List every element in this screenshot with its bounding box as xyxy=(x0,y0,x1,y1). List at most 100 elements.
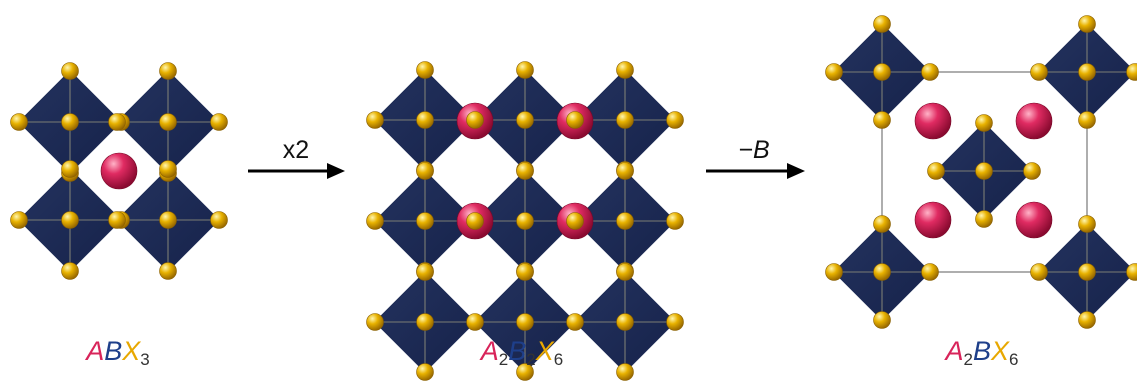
x-anion-atom xyxy=(975,114,993,132)
x-anion-atom xyxy=(616,313,634,331)
formula-x: X xyxy=(122,336,141,366)
x-anion-atom xyxy=(1030,263,1048,281)
formula-x: X xyxy=(535,336,554,366)
formula-a: A xyxy=(480,336,499,366)
x-anion-atom xyxy=(616,363,634,381)
x-anion-atom xyxy=(1126,63,1137,81)
x-anion-atom xyxy=(566,111,584,129)
x-anion-atom xyxy=(873,15,891,33)
a-cation-atom xyxy=(100,152,138,190)
x-anion-atom xyxy=(873,111,891,129)
x-anion-atom xyxy=(873,63,891,81)
x-anion-atom xyxy=(666,111,684,129)
x-anion-atom xyxy=(61,160,79,178)
x-anion-atom xyxy=(616,61,634,79)
x-anion-atom xyxy=(825,63,843,81)
formula-b-sub: 2 xyxy=(526,350,536,369)
x-anion-atom xyxy=(159,113,177,131)
x-anion-atom xyxy=(416,363,434,381)
x-anion-atom xyxy=(466,313,484,331)
x-anion-atom xyxy=(516,363,534,381)
x-anion-atom xyxy=(566,313,584,331)
a-cation-atom xyxy=(1015,201,1053,239)
formula-a-sub: 2 xyxy=(963,350,973,369)
x-anion-atom xyxy=(210,211,228,229)
x-anion-atom xyxy=(921,263,939,281)
x-anion-atom xyxy=(10,113,28,131)
x-anion-atom xyxy=(516,212,534,230)
x-anion-atom xyxy=(1078,111,1096,129)
x-anion-atom xyxy=(873,263,891,281)
x-anion-atom xyxy=(1078,215,1096,233)
x-anion-atom xyxy=(616,263,634,281)
x-anion-atom xyxy=(416,313,434,331)
x-anion-atom xyxy=(616,212,634,230)
x-anion-layer xyxy=(10,15,1137,381)
x-anion-atom xyxy=(825,263,843,281)
a-cation-atom xyxy=(914,201,952,239)
x-anion-atom xyxy=(1078,63,1096,81)
formula-b: B xyxy=(104,336,123,366)
formula-x: X xyxy=(991,336,1010,366)
formula-a: A xyxy=(86,336,105,366)
x-anion-atom xyxy=(159,160,177,178)
x-anion-atom xyxy=(416,162,434,180)
x-anion-atom xyxy=(921,63,939,81)
x-anion-atom xyxy=(108,113,126,131)
x-anion-atom xyxy=(366,111,384,129)
x-anion-atom xyxy=(61,113,79,131)
formula-a: A xyxy=(945,336,964,366)
formula-x-sub: 6 xyxy=(1009,350,1019,369)
x-anion-atom xyxy=(416,111,434,129)
x-anion-atom xyxy=(210,113,228,131)
x-anion-atom xyxy=(516,263,534,281)
formula-b: B xyxy=(508,336,527,366)
x-anion-atom xyxy=(975,162,993,180)
x-anion-atom xyxy=(61,211,79,229)
x-anion-atom xyxy=(516,313,534,331)
x-anion-atom xyxy=(516,61,534,79)
unit-cell-outline xyxy=(881,71,1088,273)
x-anion-atom xyxy=(616,162,634,180)
x-anion-atom xyxy=(566,212,584,230)
x-anion-atom xyxy=(927,162,945,180)
a-cation-atom xyxy=(914,102,952,140)
x-anion-atom xyxy=(516,162,534,180)
formula-a-sub: 2 xyxy=(498,350,509,369)
x-anion-atom xyxy=(466,212,484,230)
formula-b: B xyxy=(972,336,992,366)
x-anion-atom xyxy=(873,215,891,233)
arrow-label-minus-b: −B xyxy=(738,136,770,164)
x-anion-atom xyxy=(975,210,993,228)
x-anion-atom xyxy=(1078,15,1096,33)
x-anion-atom xyxy=(666,212,684,230)
x-anion-atom xyxy=(416,61,434,79)
x-anion-atom xyxy=(1078,311,1096,329)
x-anion-atom xyxy=(516,111,534,129)
a-cation-atom xyxy=(1015,102,1053,140)
x-anion-atom xyxy=(1126,263,1137,281)
a-cation-layer xyxy=(100,102,1053,240)
x-anion-atom xyxy=(10,211,28,229)
x-anion-atom xyxy=(1078,263,1096,281)
formula-x-sub: 3 xyxy=(140,350,150,369)
x-anion-atom xyxy=(466,111,484,129)
x-anion-atom xyxy=(416,263,434,281)
reaction-arrow-head xyxy=(787,163,805,179)
x-anion-atom xyxy=(366,212,384,230)
x-anion-atom xyxy=(416,212,434,230)
x-anion-atom xyxy=(873,311,891,329)
x-anion-atom xyxy=(61,262,79,280)
x-anion-atom xyxy=(159,62,177,80)
formula-abx3: ABX3 xyxy=(86,336,150,370)
x-anion-atom xyxy=(1030,63,1048,81)
reaction-arrow-head xyxy=(327,163,345,179)
x-anion-atom xyxy=(61,62,79,80)
x-anion-atom xyxy=(616,111,634,129)
formula-x-sub: 6 xyxy=(553,350,564,369)
unit-cell-layer xyxy=(881,71,1088,273)
x-anion-atom xyxy=(1023,162,1041,180)
arrows-layer xyxy=(248,163,805,179)
arrow-label-x2: x2 xyxy=(282,136,310,164)
